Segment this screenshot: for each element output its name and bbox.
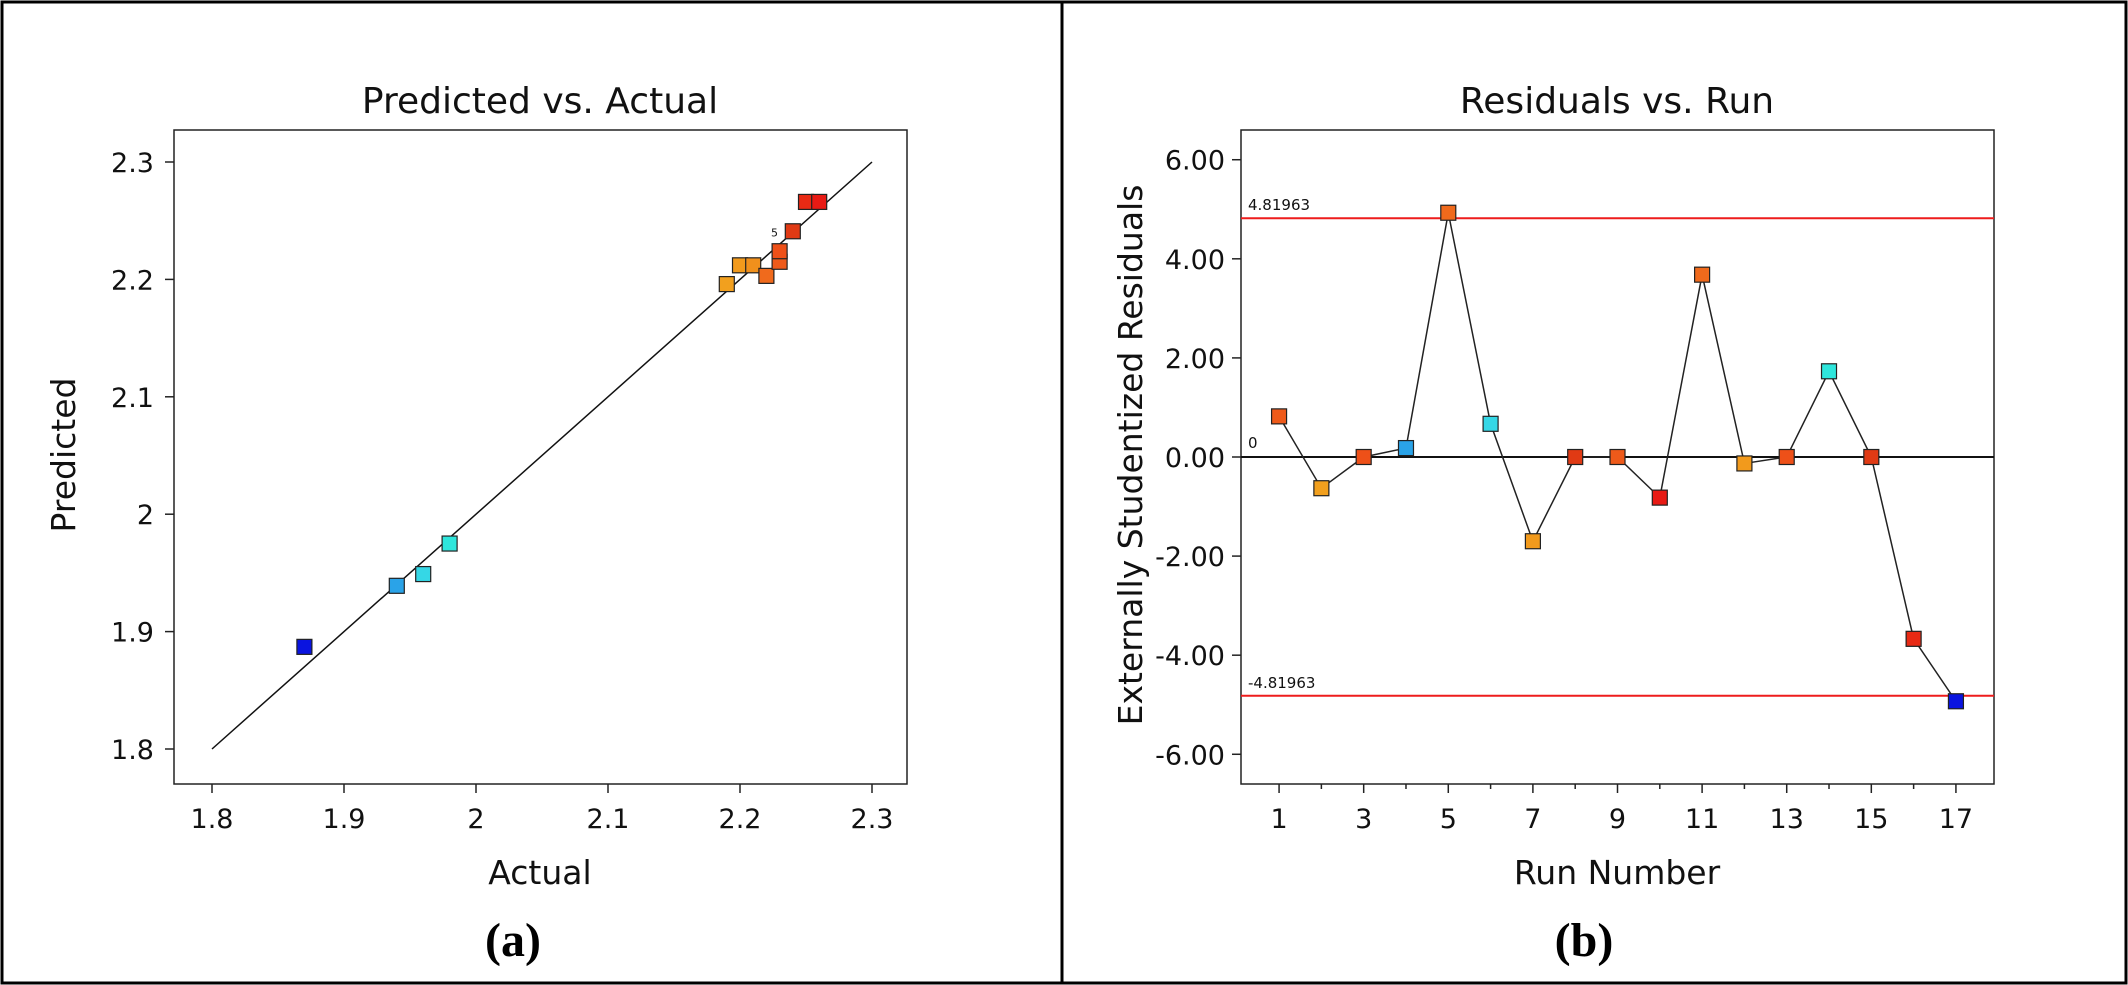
y-tick-label-b: 2.00 bbox=[1165, 344, 1225, 375]
data-point bbox=[1355, 448, 1372, 466]
panel-label-a: (a) bbox=[485, 914, 541, 967]
axes-a: 1.8 1.9 2 2.1 2.2 2.3 1.8 1.9 2 2.1 2.2 2.3 bbox=[111, 148, 893, 835]
x-tick-label-b: 15 bbox=[1854, 804, 1888, 835]
y-tick-label-a: 2.2 bbox=[111, 265, 154, 296]
x-tick-label-b: 1 bbox=[1270, 804, 1287, 835]
data-point bbox=[1567, 448, 1584, 466]
data-point bbox=[1905, 630, 1922, 647]
data-points-a bbox=[296, 193, 828, 655]
data-point bbox=[1736, 455, 1753, 472]
data-point bbox=[1609, 448, 1626, 466]
data-point bbox=[771, 243, 788, 260]
x-axis-label-b: Run Number bbox=[1514, 853, 1721, 892]
zero-line-label: 0 bbox=[1248, 434, 1258, 452]
y-tick-label-a: 2.3 bbox=[111, 148, 154, 179]
x-tick-label-b: 5 bbox=[1440, 804, 1457, 835]
data-point bbox=[415, 565, 432, 583]
y-tick-label-b: 6.00 bbox=[1165, 146, 1225, 177]
x-axis-label-a: Actual bbox=[488, 853, 591, 892]
y-tick-label-a: 2 bbox=[137, 500, 154, 531]
reference-line bbox=[211, 161, 873, 750]
x-tick-label-b: 11 bbox=[1685, 804, 1719, 835]
x-tick-label-a: 2 bbox=[467, 804, 484, 835]
y-tick-label-a: 1.9 bbox=[111, 618, 154, 649]
x-tick-label-a: 1.8 bbox=[191, 804, 234, 835]
panel-a-predicted-vs-actual: Predicted vs. Actual Actual Predicted 1.… bbox=[44, 81, 908, 967]
data-point bbox=[811, 193, 828, 211]
y-tick-label-b: -6.00 bbox=[1155, 740, 1225, 771]
data-point bbox=[1820, 363, 1838, 380]
limit-line-label: 4.81963 bbox=[1248, 196, 1310, 214]
x-tick-label-b: 13 bbox=[1770, 804, 1804, 835]
x-tick-label-b: 7 bbox=[1524, 804, 1541, 835]
data-point bbox=[718, 275, 735, 293]
x-tick-label-a: 2.3 bbox=[851, 804, 894, 835]
data-point bbox=[441, 535, 458, 552]
x-tick-label-b: 3 bbox=[1355, 804, 1372, 835]
y-tick-label-b: -4.00 bbox=[1155, 641, 1225, 672]
y-tick-label-a: 2.1 bbox=[111, 383, 154, 414]
x-tick-label-b: 9 bbox=[1609, 804, 1626, 835]
x-tick-label-a: 2.2 bbox=[719, 804, 762, 835]
axes-b: 1 3 5 7 9 11 13 15 176.004.002.000.00-2.00-4.00-… bbox=[1155, 146, 1973, 835]
data-point bbox=[1694, 266, 1711, 283]
chart-title-b: Residuals vs. Run bbox=[1460, 81, 1774, 122]
y-axis-label-b: Externally Studentized Residuals bbox=[1111, 185, 1150, 726]
data-point bbox=[1651, 489, 1668, 506]
data-point bbox=[1397, 439, 1415, 457]
data-point bbox=[784, 223, 801, 240]
chart-title-a: Predicted vs. Actual bbox=[362, 81, 718, 122]
y-axis-label-a: Predicted bbox=[44, 378, 83, 533]
data-point bbox=[758, 267, 775, 284]
y-tick-label-b: 0.00 bbox=[1165, 443, 1225, 474]
data-point bbox=[1482, 415, 1499, 432]
x-tick-label-a: 2.1 bbox=[587, 804, 630, 835]
data-point bbox=[1778, 448, 1795, 466]
y-tick-label-b: -2.00 bbox=[1155, 542, 1225, 573]
limit-line-label: -4.81963 bbox=[1248, 674, 1315, 692]
data-point bbox=[1270, 408, 1288, 425]
data-point bbox=[1313, 480, 1330, 497]
data-point bbox=[745, 257, 762, 274]
data-point bbox=[1863, 448, 1880, 466]
data-point bbox=[1947, 693, 1965, 710]
y-tick-label-a: 1.8 bbox=[111, 735, 154, 766]
data-point bbox=[1440, 204, 1457, 221]
data-points-b bbox=[1270, 204, 1965, 710]
data-point bbox=[296, 638, 313, 655]
y-tick-label-b: 4.00 bbox=[1165, 245, 1225, 276]
x-tick-label-b: 17 bbox=[1939, 804, 1973, 835]
data-point bbox=[1524, 533, 1541, 550]
data-point bbox=[388, 577, 405, 594]
point-annotation: 5 bbox=[771, 226, 778, 239]
panel-b-residuals-vs-run: Residuals vs. Run Run Number Externally … bbox=[1111, 81, 1995, 967]
x-tick-label-a: 1.9 bbox=[323, 804, 366, 835]
panel-label-b: (b) bbox=[1555, 914, 1614, 967]
